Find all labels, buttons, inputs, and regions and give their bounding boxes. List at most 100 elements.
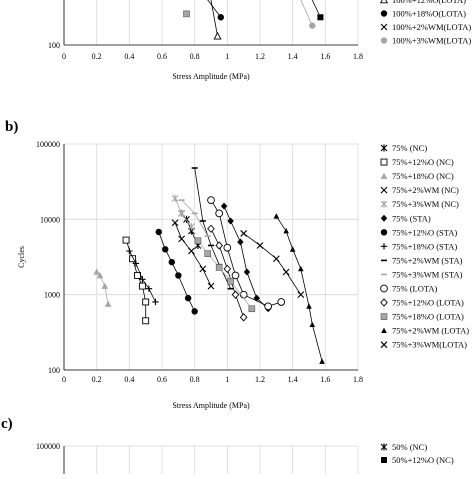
x-tick-label: 0.2	[92, 52, 102, 61]
legend-marker	[381, 457, 387, 463]
data-point	[309, 22, 316, 29]
data-point	[289, 246, 296, 252]
y-tick-label: 100	[48, 41, 60, 50]
data-point	[199, 265, 207, 273]
data-point	[256, 242, 264, 249]
legend-marker	[380, 341, 388, 349]
data-point	[171, 219, 179, 227]
data-point	[282, 268, 290, 276]
legend-marker	[381, 327, 387, 334]
data-point	[122, 236, 130, 244]
series-line	[300, 0, 313, 26]
legend-label: 75% (STA)	[392, 213, 431, 223]
data-point	[188, 247, 195, 255]
y-axis-label: Cycles	[17, 246, 26, 268]
x-tick-label: 1.4	[288, 52, 298, 61]
panel-b-label: b)	[5, 119, 18, 135]
data-point	[306, 303, 312, 309]
legend-marker	[380, 23, 388, 31]
legend-label: 100%+2%WM(LOTA)	[392, 22, 471, 32]
data-point	[178, 235, 185, 243]
legend-label: 100%+12%O(LOTA)	[392, 0, 466, 5]
data-point	[273, 213, 280, 219]
x-tick-label: 1.2	[255, 375, 265, 384]
x-tick-label: 0.6	[157, 375, 167, 384]
legend-label: 75%+12%O (LOTA)	[392, 298, 464, 308]
data-point	[139, 276, 146, 283]
x-tick-label: 0	[62, 375, 66, 384]
legend-marker	[380, 144, 388, 152]
legend-marker	[380, 243, 388, 250]
data-point	[204, 250, 212, 257]
x-tick-label: 0	[62, 52, 66, 61]
data-point	[243, 268, 251, 276]
data-point	[239, 313, 248, 322]
data-point	[215, 264, 223, 271]
legend-marker	[379, 0, 389, 4]
data-point	[283, 228, 289, 234]
legend-label: 75%+18%O (LOTA)	[392, 312, 464, 322]
legend-label: 75%+18%O (NC)	[392, 171, 454, 181]
x-tick-label: 0.6	[157, 52, 167, 61]
legend-label: 75%+12%O (STA)	[392, 227, 457, 237]
x-tick-label: 0.8	[190, 375, 200, 384]
data-point	[217, 14, 224, 21]
data-point	[126, 247, 133, 255]
data-point	[145, 285, 153, 292]
panel-c: 100000 50% (NC) 50%+12%O (NC)	[36, 442, 454, 474]
y-tick-label: 10000	[40, 215, 60, 224]
x-tick-label: 1	[225, 375, 229, 384]
data-point	[297, 291, 305, 299]
series-line	[210, 0, 218, 37]
data-point	[237, 238, 244, 246]
data-point	[171, 194, 179, 202]
legend-label: 100%+18%O(LOTA)	[392, 9, 466, 19]
legend-label: 50% (NC)	[392, 442, 427, 452]
data-point	[104, 300, 112, 307]
data-point	[309, 321, 316, 328]
legend-label: 75% (LOTA)	[392, 284, 438, 294]
x-axis-label: Stress Amplitude (MPa)	[172, 72, 250, 81]
data-point	[272, 255, 280, 263]
data-point	[155, 228, 162, 236]
x-tick-label: 1.8	[353, 52, 363, 61]
legend-marker	[380, 214, 388, 222]
data-point	[184, 294, 192, 302]
panel-a: 0 0.2 0.4 0.6 0.8 1 1.2 1.4 1.6 1.8 100 Stress Ampl…	[48, 0, 471, 81]
data-point	[277, 298, 286, 306]
legend-label: 75%+3%WM(LOTA)	[392, 340, 467, 350]
data-point	[129, 255, 137, 263]
legend-marker	[380, 10, 388, 17]
x-tick-label: 0.4	[124, 52, 134, 61]
series-line	[207, 0, 222, 18]
legend-marker	[380, 313, 388, 320]
legend-label: 75%+2%WM (NC)	[392, 185, 459, 195]
data-point	[227, 278, 234, 285]
data-point	[223, 264, 232, 274]
data-point	[240, 230, 248, 237]
data-point	[142, 298, 150, 306]
panel-b: 0 0.2 0.4 0.6 0.8 1 1.2 1.4 1.6 1.8 100 1000 10000 10…	[17, 140, 469, 410]
legend-marker	[380, 229, 388, 236]
panel-c-label: c)	[1, 416, 13, 432]
data-point	[168, 258, 175, 266]
data-point	[231, 271, 240, 280]
x-tick-label: 1.6	[320, 52, 330, 61]
data-point	[215, 241, 223, 250]
data-point	[162, 246, 169, 253]
data-point	[96, 271, 104, 279]
data-point	[223, 243, 232, 252]
legend-label: 75%+12%O (NC)	[392, 157, 454, 167]
y-tick-label: 100000	[36, 140, 60, 149]
y-tick-label: 100	[48, 366, 60, 375]
x-tick-label: 1.6	[320, 375, 330, 384]
data-point	[319, 358, 325, 364]
data-point	[152, 298, 159, 306]
data-point	[142, 317, 150, 325]
x-tick-label: 1.8	[353, 375, 363, 384]
series-line	[275, 215, 323, 362]
data-point	[191, 308, 198, 315]
x-tick-label: 1	[225, 52, 229, 61]
data-point	[298, 265, 304, 272]
